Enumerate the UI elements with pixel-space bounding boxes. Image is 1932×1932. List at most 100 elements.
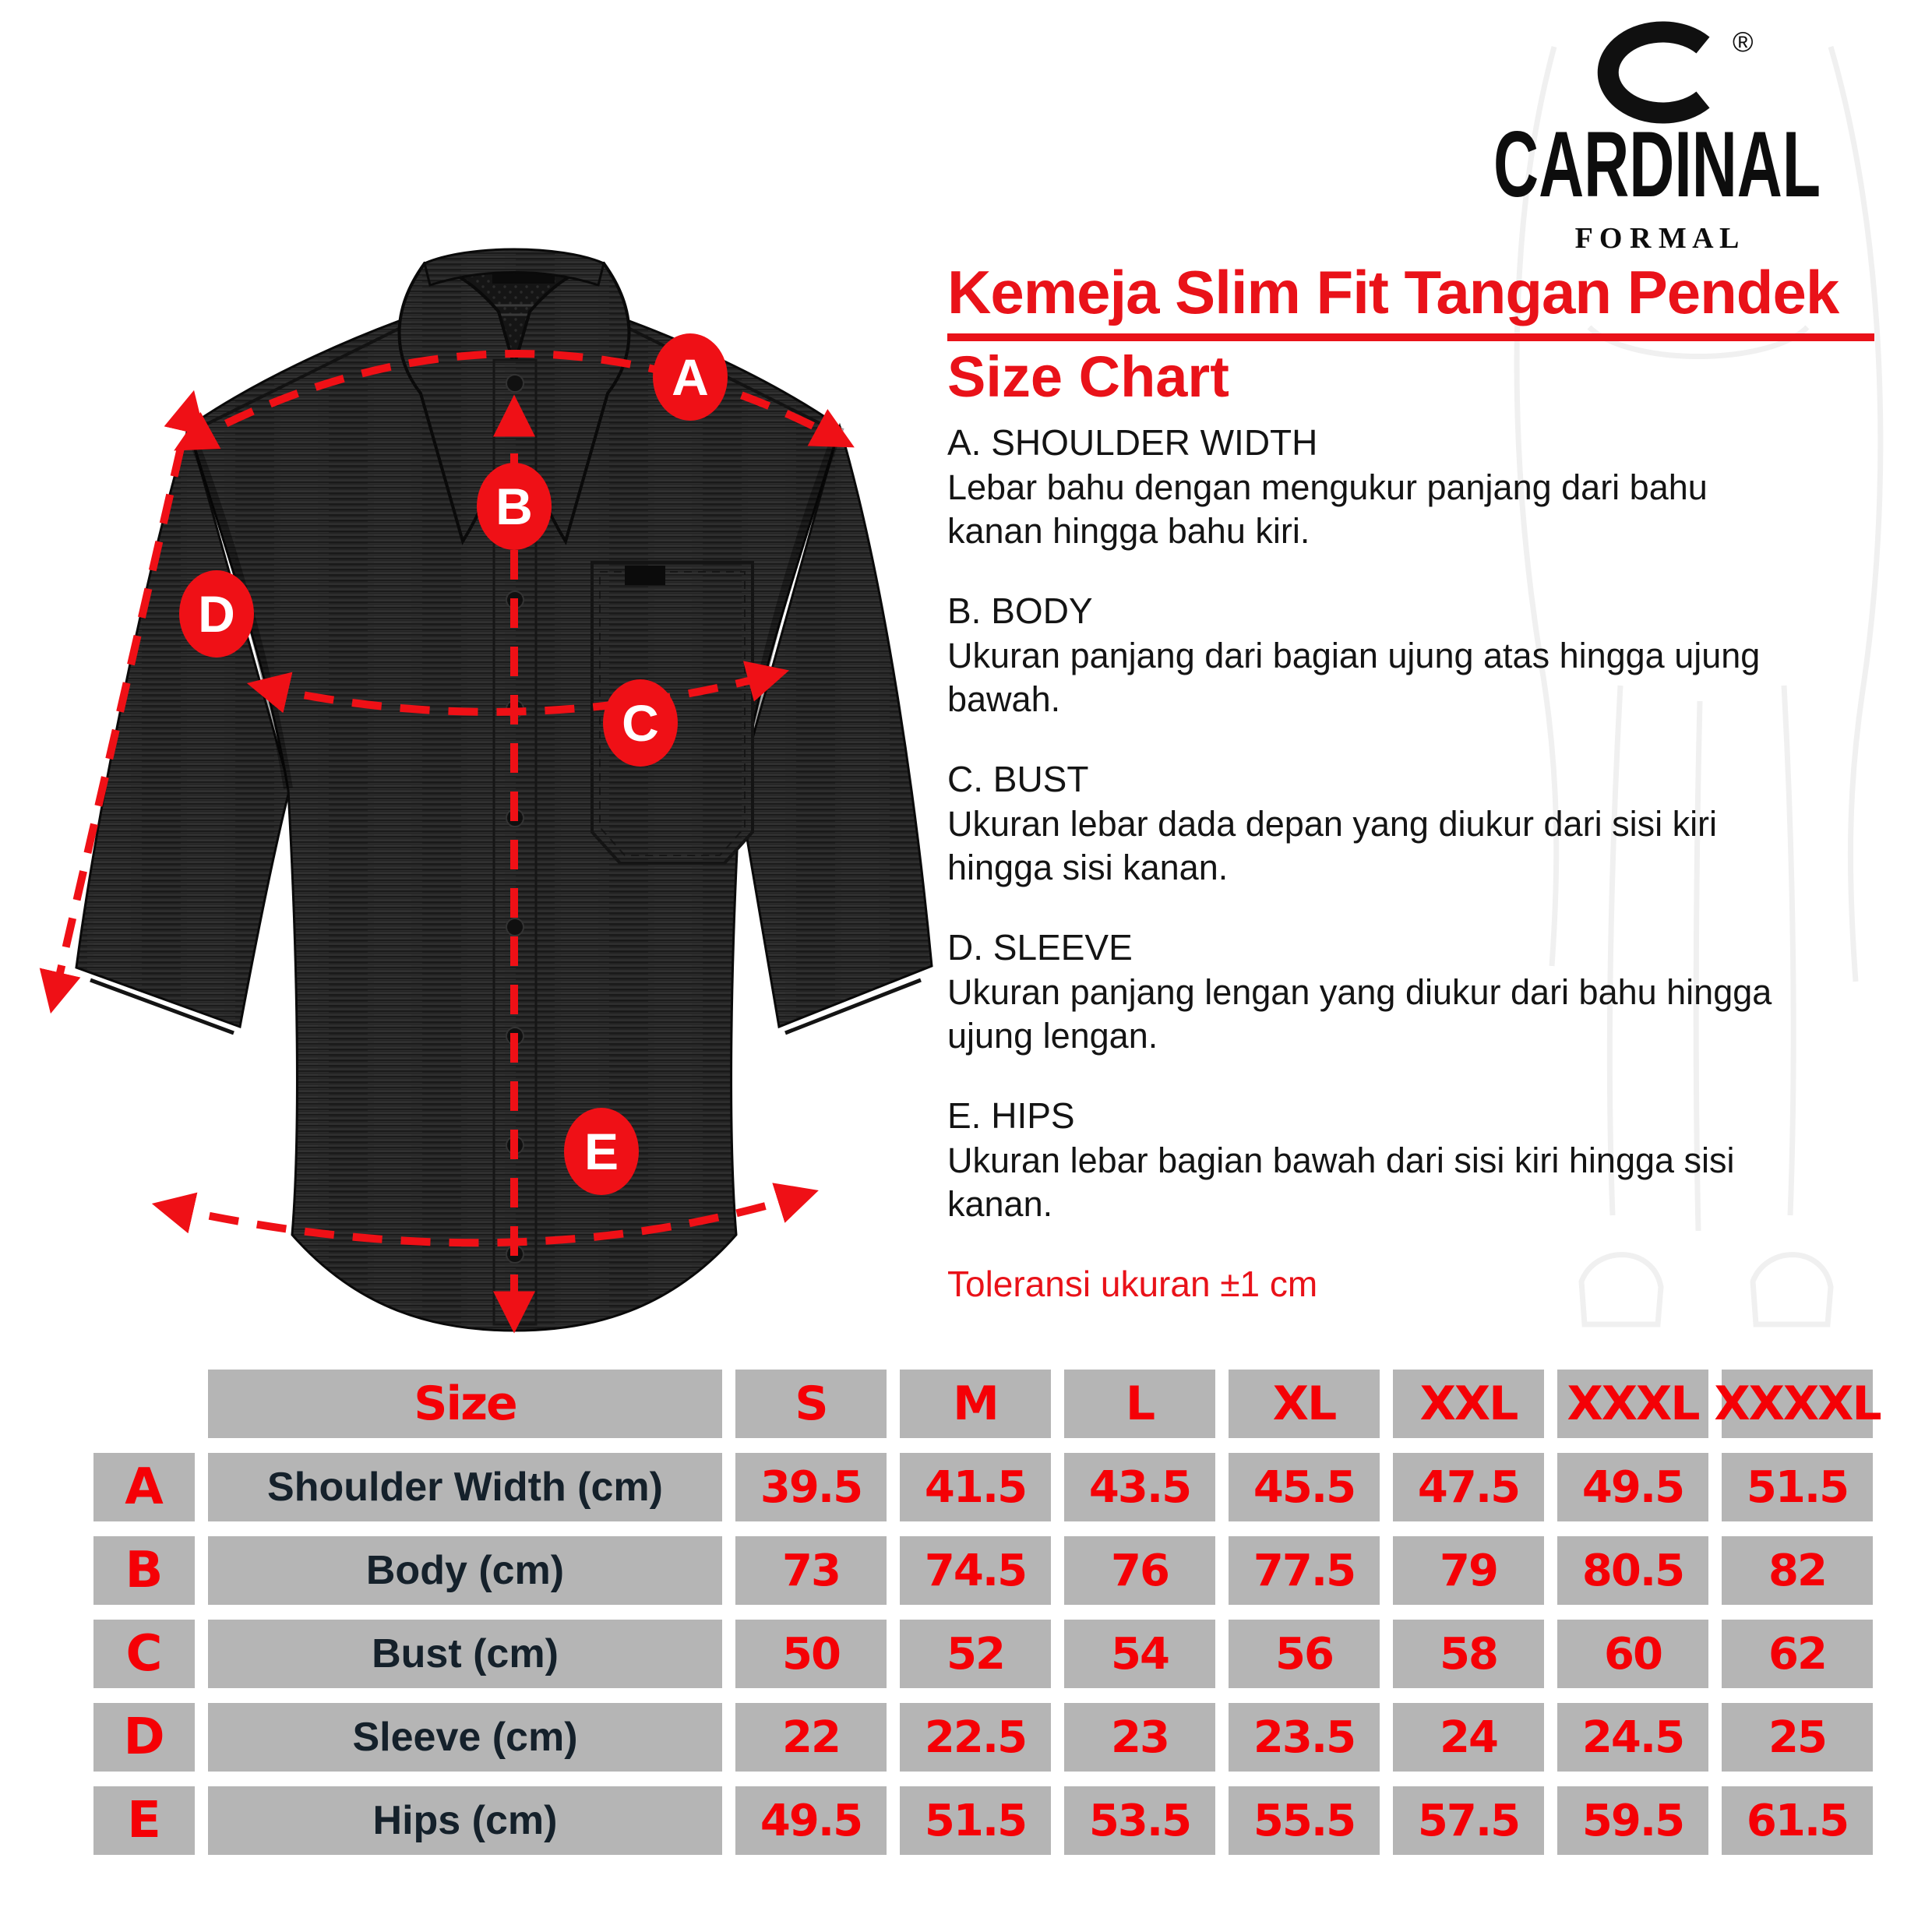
- size-table: Size S M L XL XXL XXXL XXXXL A Shoulder Width (cm…: [93, 1370, 1882, 1855]
- cell-b-xl: 77.5: [1229, 1536, 1380, 1605]
- cell-e-xxxxl: 61.5: [1722, 1786, 1873, 1855]
- cell-d-xxxxl: 25: [1722, 1703, 1873, 1772]
- cardinal-c-swoosh-icon: [1597, 21, 1710, 124]
- measure-line-shoulder: [174, 350, 855, 451]
- section-heading: D. SLEEVE: [947, 927, 1133, 968]
- row-label-d: Sleeve (cm): [208, 1703, 722, 1772]
- row-letter-b: B: [93, 1536, 195, 1605]
- cell-b-s: 73: [735, 1536, 887, 1605]
- cell-b-l: 76: [1064, 1536, 1215, 1605]
- measurement-sections: A. SHOULDER WIDTH Lebar bahu dengan mengu…: [947, 421, 1890, 1306]
- cell-a-l: 43.5: [1064, 1453, 1215, 1521]
- table-col-header-s: S: [735, 1370, 887, 1438]
- cell-c-xxxl: 60: [1557, 1620, 1708, 1688]
- cell-e-m: 51.5: [900, 1786, 1051, 1855]
- brand-wordmark: CARDINAL: [1493, 112, 1821, 217]
- cell-b-xxl: 79: [1393, 1536, 1544, 1605]
- measurement-section-a: A. SHOULDER WIDTH Lebar bahu dengan mengu…: [947, 421, 1890, 553]
- section-description: Lebar bahu dengan mengukur panjang dari …: [947, 467, 1708, 551]
- cell-a-xxl: 47.5: [1393, 1453, 1544, 1521]
- page-title: Kemeja Slim Fit Tangan Pendek: [947, 258, 1839, 326]
- cell-a-m: 41.5: [900, 1453, 1051, 1521]
- measure-line-hips: [151, 1183, 819, 1247]
- registered-mark: ®: [1733, 26, 1754, 58]
- row-label-a: Shoulder Width (cm): [208, 1453, 722, 1521]
- row-label-e: Hips (cm): [208, 1786, 722, 1855]
- cell-e-s: 49.5: [735, 1786, 887, 1855]
- measurement-section-e: E. HIPS Ukuran lebar bagian bawah dari si…: [947, 1094, 1890, 1226]
- cell-d-m: 22.5: [900, 1703, 1051, 1772]
- cell-b-xxxxl: 82: [1722, 1536, 1873, 1605]
- cell-d-xxl: 24: [1393, 1703, 1544, 1772]
- table-size-header: Size: [208, 1370, 722, 1438]
- cell-e-xxl: 57.5: [1393, 1786, 1544, 1855]
- section-description: Ukuran panjang dari bagian ujung atas hi…: [947, 636, 1761, 719]
- marker-b: B: [477, 463, 552, 550]
- tolerance-note: Toleransi ukuran ±1 cm: [947, 1264, 1318, 1304]
- row-label-c: Bust (cm): [208, 1620, 722, 1688]
- svg-text:A: A: [672, 348, 709, 406]
- measurement-section-c: C. BUST Ukuran lebar dada depan yang diuk…: [947, 757, 1890, 890]
- cell-c-xl: 56: [1229, 1620, 1380, 1688]
- measure-line-bust: [246, 661, 790, 716]
- svg-text:D: D: [198, 585, 235, 643]
- cell-d-s: 22: [735, 1703, 887, 1772]
- cell-e-xl: 55.5: [1229, 1786, 1380, 1855]
- svg-text:B: B: [495, 478, 533, 535]
- row-letter-a: A: [93, 1453, 195, 1521]
- section-description: Ukuran lebar dada depan yang diukur dari…: [947, 804, 1718, 887]
- cell-d-xxxl: 24.5: [1557, 1703, 1708, 1772]
- cell-e-l: 53.5: [1064, 1786, 1215, 1855]
- section-heading: B. BODY: [947, 591, 1093, 631]
- shirt-collar: [397, 248, 631, 545]
- marker-e: E: [564, 1108, 639, 1195]
- row-letter-e: E: [93, 1786, 195, 1855]
- cell-a-xxxl: 49.5: [1557, 1453, 1708, 1521]
- brand-subname: F O R M A L: [1575, 222, 1740, 255]
- cell-a-xl: 45.5: [1229, 1453, 1380, 1521]
- cell-d-l: 23: [1064, 1703, 1215, 1772]
- cell-a-xxxxl: 51.5: [1722, 1453, 1873, 1521]
- section-description: Ukuran lebar bagian bawah dari sisi kiri…: [947, 1141, 1735, 1224]
- section-heading: A. SHOULDER WIDTH: [947, 422, 1318, 463]
- cell-e-xxxl: 59.5: [1557, 1786, 1708, 1855]
- cell-c-m: 52: [900, 1620, 1051, 1688]
- svg-text:C: C: [622, 694, 659, 752]
- cell-b-xxxl: 80.5: [1557, 1536, 1708, 1605]
- measurement-markers: A B C D E: [179, 333, 728, 1195]
- cell-c-s: 50: [735, 1620, 887, 1688]
- pocket-label: [625, 566, 665, 585]
- cell-b-m: 74.5: [900, 1536, 1051, 1605]
- table-col-header-xxxxl: XXXXL: [1714, 1370, 1882, 1438]
- row-label-b: Body (cm): [208, 1536, 722, 1605]
- row-letter-c: C: [93, 1620, 195, 1688]
- measure-line-sleeve: [39, 390, 206, 1014]
- cell-c-xxl: 58: [1393, 1620, 1544, 1688]
- section-description: Ukuran panjang lengan yang diukur dari b…: [947, 972, 1772, 1056]
- row-letter-d: D: [93, 1703, 195, 1772]
- table-col-header-xxxl: XXXL: [1557, 1370, 1708, 1438]
- table-col-header-m: M: [900, 1370, 1051, 1438]
- cell-d-xl: 23.5: [1229, 1703, 1380, 1772]
- marker-c: C: [603, 679, 678, 767]
- table-col-header-xxl: XXL: [1393, 1370, 1544, 1438]
- cell-a-s: 39.5: [735, 1453, 887, 1521]
- marker-a: A: [653, 333, 728, 421]
- table-col-header-xl: XL: [1229, 1370, 1380, 1438]
- measurement-lines: [39, 350, 855, 1334]
- cell-c-xxxxl: 62: [1722, 1620, 1873, 1688]
- table-corner: [93, 1370, 195, 1438]
- size-chart-heading: Size Chart: [947, 344, 1229, 409]
- section-heading: C. BUST: [947, 759, 1089, 799]
- measurement-section-d: D. SLEEVE Ukuran panjang lengan yang diuk…: [947, 925, 1890, 1058]
- measurement-section-b: B. BODY Ukuran panjang dari bagian ujung …: [947, 589, 1890, 721]
- table-col-header-l: L: [1064, 1370, 1215, 1438]
- cell-c-l: 54: [1064, 1620, 1215, 1688]
- title-underline: [947, 333, 1874, 341]
- section-heading: E. HIPS: [947, 1095, 1075, 1136]
- svg-text:E: E: [584, 1123, 619, 1180]
